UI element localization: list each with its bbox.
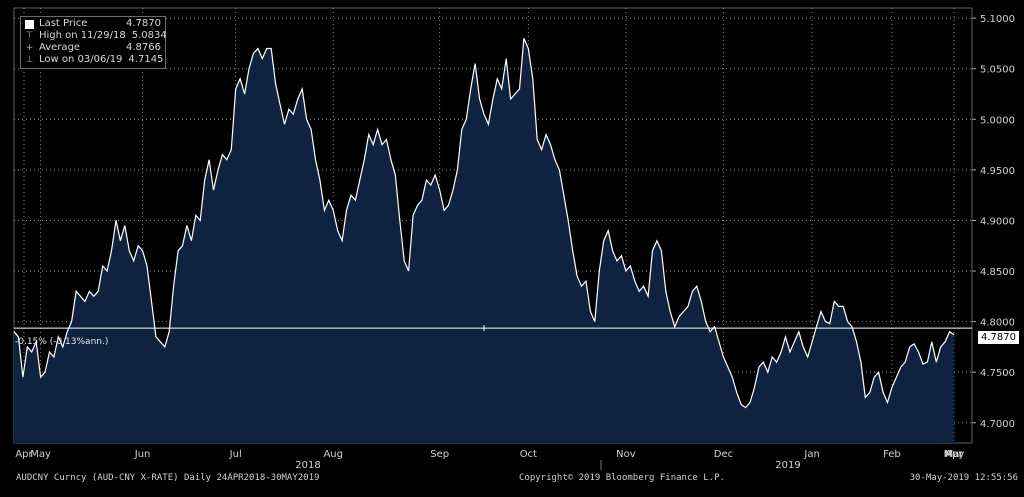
x-tick-label: Nov	[616, 449, 636, 460]
footer-ticker: AUDCNY Curncy (AUD-CNY X-RATE) Daily 24A…	[16, 473, 320, 483]
legend-average: + Average 4.8766	[25, 42, 161, 53]
y-tick-label: 5.0500	[980, 65, 1015, 76]
y-tick-label: 5.1000	[980, 14, 1015, 25]
y-tick-label: 4.8500	[980, 267, 1015, 278]
x-tick-label: Dec	[714, 449, 733, 460]
last-value-tag: 4.7870	[978, 331, 1019, 344]
x-year-label: 2019	[775, 460, 800, 470]
legend-swatch-icon	[25, 19, 34, 29]
y-tick-label: 5.0000	[980, 115, 1015, 126]
average-marker-icon: +	[25, 43, 34, 53]
legend-low: ⊥ Low on 03/06/19 4.7145	[25, 54, 164, 65]
x-tick-label: Aug	[323, 449, 343, 460]
high-marker-icon: ⊤	[25, 31, 34, 41]
footer-timestamp: 30-May-2019 12:55:56	[909, 473, 1018, 483]
y-tick-label: 4.9500	[980, 166, 1015, 177]
x-year-label: 2018	[295, 460, 320, 470]
price-chart: 5.1000 5.0500 5.0000 4.9500 4.9000 4.8500 4.80…	[13, 7, 1015, 470]
y-tick-label: 4.9000	[980, 216, 1015, 227]
footer-copyright: Copyright© 2019 Bloomberg Finance L.P.	[519, 473, 725, 483]
x-tick-label: May	[944, 449, 965, 460]
y-tick-label: 4.7500	[980, 368, 1015, 379]
price-line	[13, 38, 955, 409]
x-tick-label: Apr	[945, 449, 963, 460]
x-tick-label: Feb	[883, 449, 901, 460]
x-tick-label: Sep	[430, 449, 449, 460]
legend: Last Price 4.7870 ⊤ High on 11/29/18 5.08…	[20, 16, 167, 69]
y-tick-label: 4.8000	[980, 318, 1015, 329]
footer: AUDCNY Curncy (AUD-CNY X-RATE) Daily 24A…	[0, 470, 1024, 497]
legend-last-price: Last Price 4.7870	[25, 18, 161, 30]
change-label: -0.15% (-0.13%ann.)	[15, 337, 109, 347]
low-marker-icon: ⊥	[25, 55, 34, 65]
x-tick-label: Mar	[945, 449, 965, 460]
x-tick-label: May	[30, 449, 51, 460]
x-tick-label: Oct	[520, 449, 537, 460]
x-tick-label: Jun	[134, 449, 151, 460]
x-tick-label: Jul	[229, 449, 242, 460]
legend-high: ⊤ High on 11/29/18 5.0834	[25, 30, 167, 41]
x-tick-label: Jan	[803, 449, 819, 460]
x-tick-label: Apr	[15, 449, 33, 460]
y-tick-label: 4.7000	[980, 419, 1015, 430]
